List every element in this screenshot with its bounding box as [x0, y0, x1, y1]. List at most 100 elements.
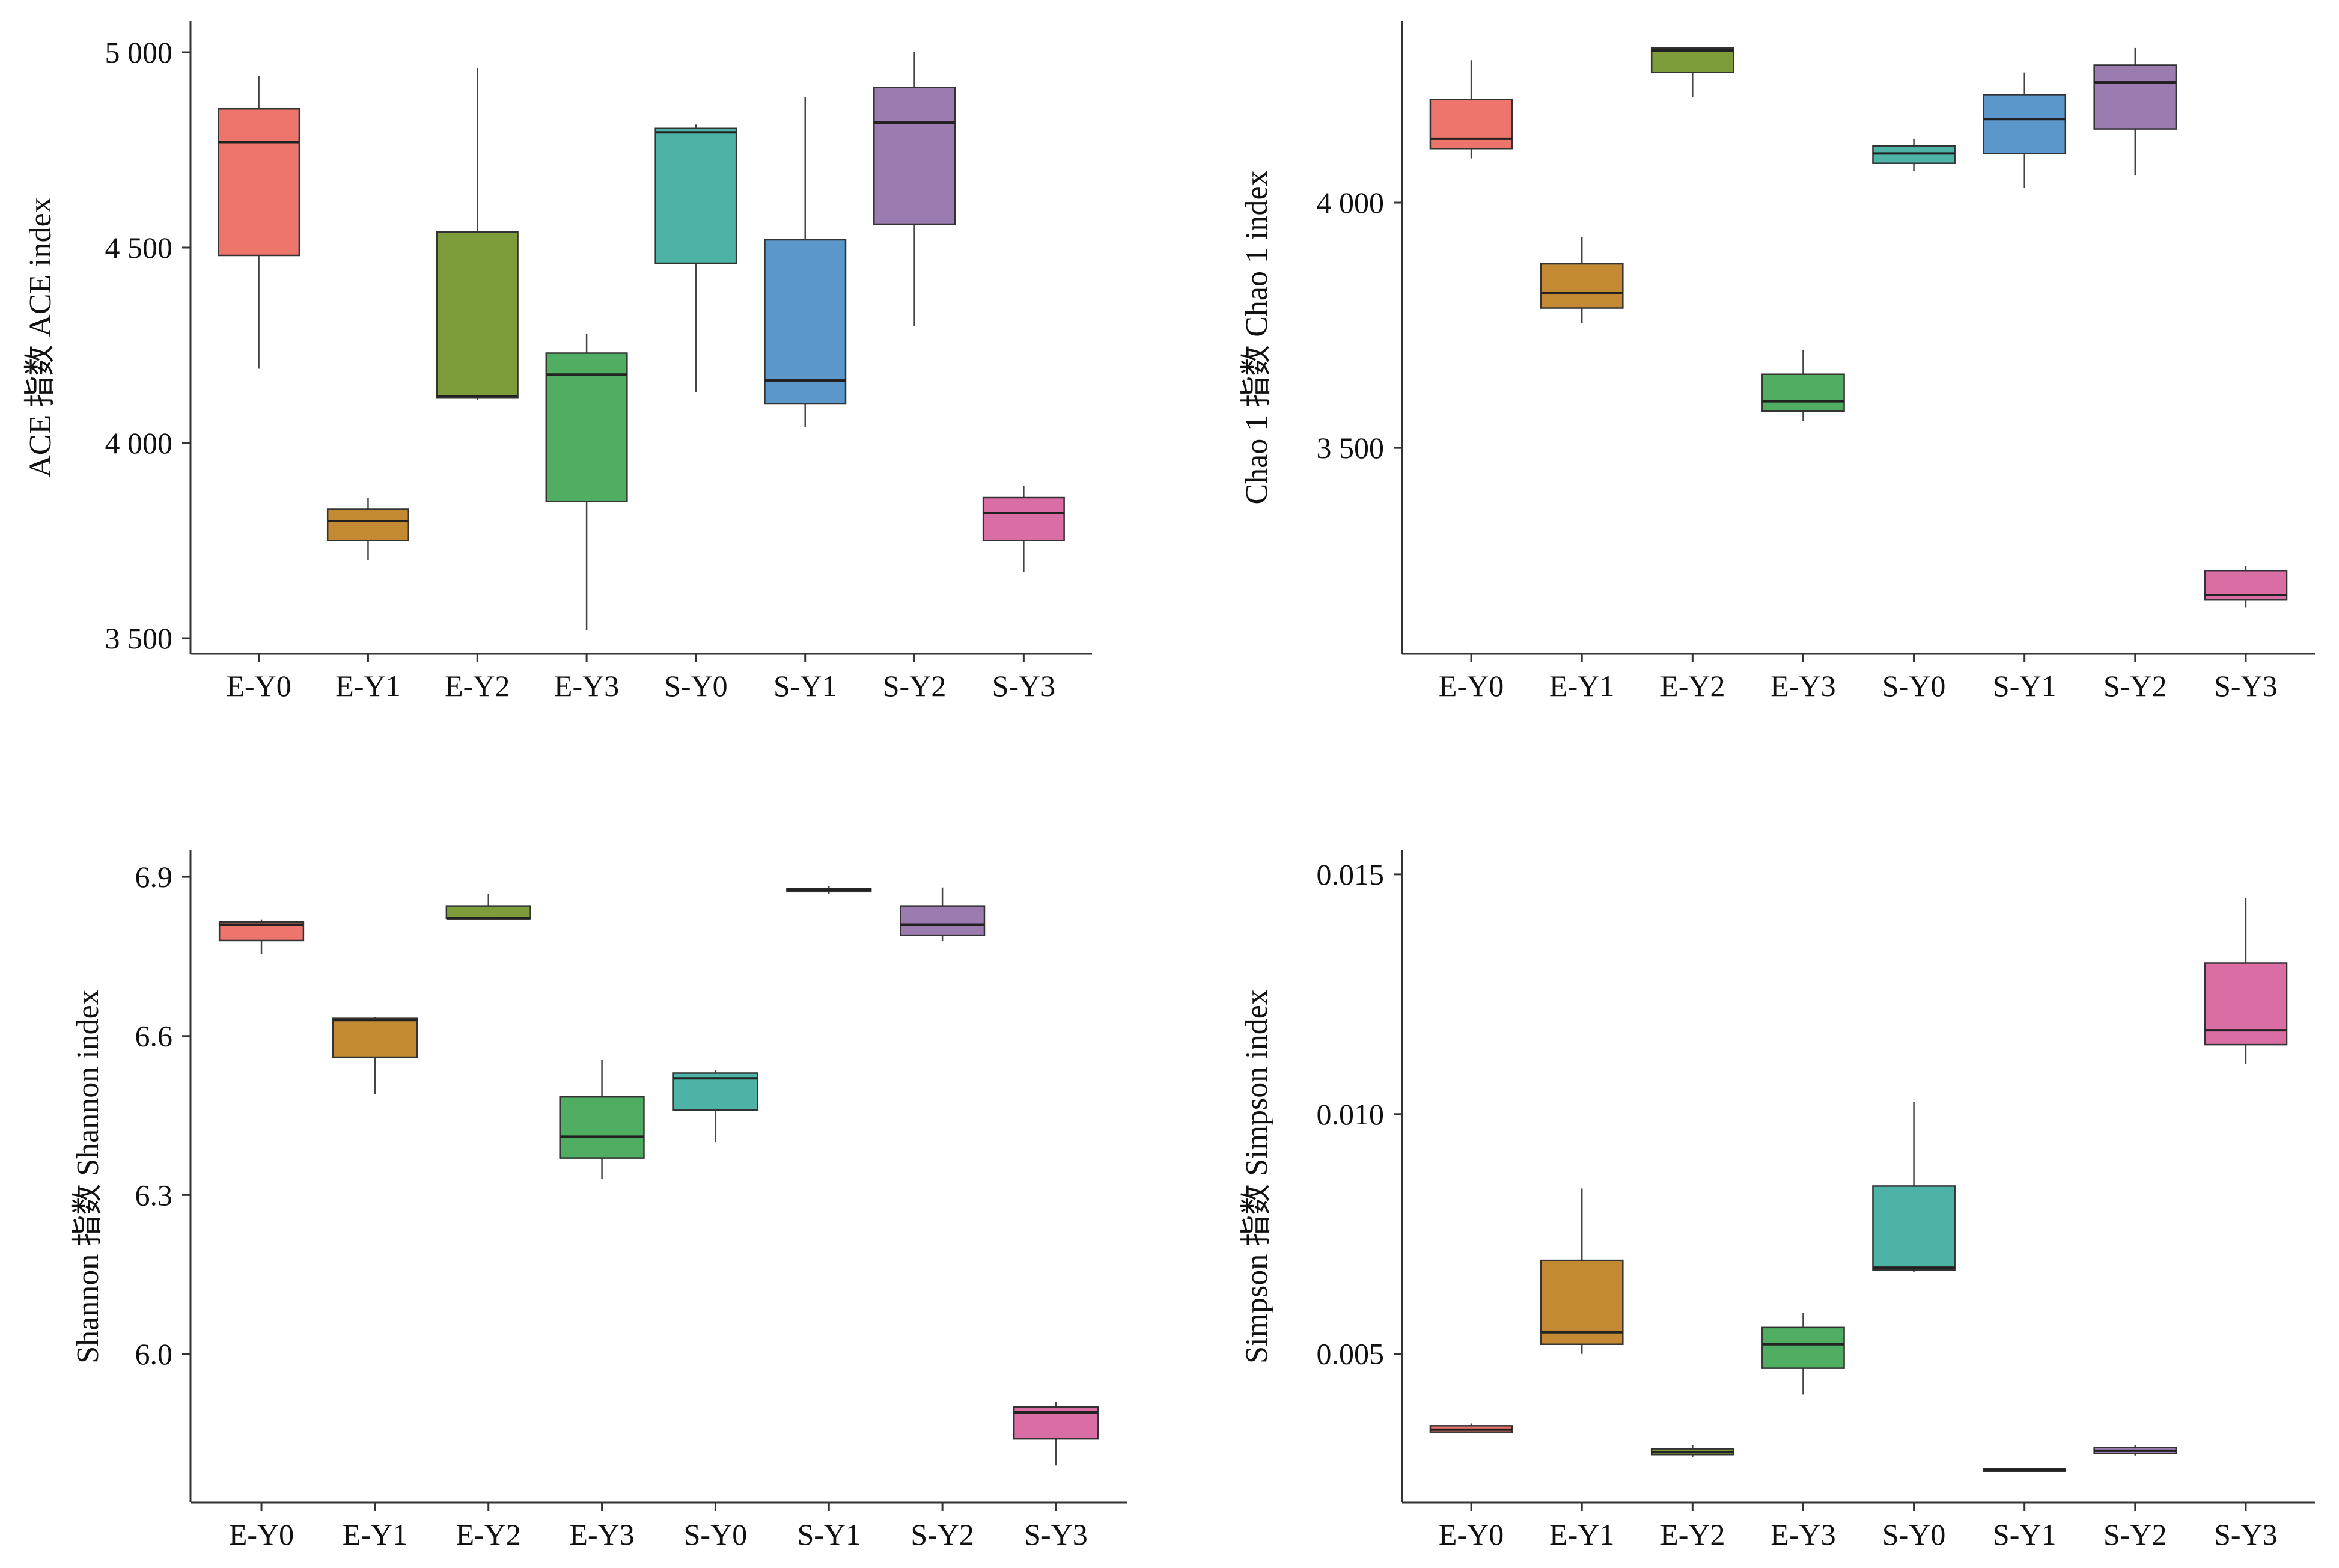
iqr-box — [1429, 99, 1513, 150]
box-s-y2: S-Y2 — [2093, 1445, 2177, 1551]
iqr-box — [1872, 1185, 1956, 1271]
box-e-y0: E-Y0 — [218, 919, 305, 1551]
x-tick-label: S-Y3 — [2214, 1518, 2278, 1551]
iqr-box — [545, 352, 628, 502]
x-tick-label: S-Y3 — [2214, 669, 2278, 703]
x-tick-label: S-Y2 — [910, 1518, 974, 1551]
x-tick-label: E-Y0 — [1439, 1518, 1504, 1551]
y-tick-label: 0.015 — [1317, 858, 1385, 891]
x-tick-label: E-Y3 — [569, 1518, 634, 1551]
x-tick-label: E-Y2 — [1660, 669, 1725, 703]
x-tick-label: S-Y1 — [1993, 669, 2057, 703]
y-axis-title: Chao 1 指数 Chao 1 index — [1240, 170, 1274, 504]
chart-panel-1: 3 500 4 000 4 500 5 000 ACE 指数 ACE index E-Y0… — [23, 21, 1092, 703]
iqr-box — [1540, 1259, 1624, 1345]
x-tick-label: E-Y1 — [1549, 669, 1614, 703]
box-s-y3: S-Y3 — [982, 486, 1065, 703]
y-tick-label: 5 000 — [105, 35, 173, 69]
x-tick-label: E-Y2 — [1660, 1518, 1725, 1551]
iqr-box — [654, 127, 737, 264]
x-tick-label: S-Y2 — [2103, 669, 2167, 703]
box-s-y3: S-Y3 — [2204, 566, 2288, 703]
x-tick-label: E-Y2 — [445, 669, 510, 703]
chart-panel-4: 0.005 0.010 0.015 Simpson 指数 Simpson index E… — [1240, 850, 2315, 1551]
y-axis-title: ACE 指数 ACE index — [23, 197, 58, 478]
box-e-y3: E-Y3 — [545, 334, 628, 703]
y-tick-label: 3 500 — [1317, 431, 1385, 465]
box-s-y2: S-Y2 — [2093, 47, 2177, 703]
iqr-box — [1761, 1326, 1845, 1369]
iqr-box — [2204, 962, 2288, 1046]
box-e-y0: E-Y0 — [218, 76, 300, 703]
x-tick-label: E-Y0 — [226, 669, 291, 703]
iqr-box — [982, 496, 1065, 541]
box-e-y1: E-Y1 — [332, 1017, 418, 1551]
y-tick-label: 6.9 — [135, 860, 173, 894]
y-axis-title: Simpson 指数 Simpson index — [1240, 989, 1274, 1364]
x-tick-label: E-Y3 — [554, 669, 619, 703]
iqr-box — [445, 905, 531, 920]
iqr-box — [1540, 263, 1624, 309]
box-e-y1: E-Y1 — [1540, 237, 1624, 703]
y-tick-label: 6.3 — [135, 1178, 173, 1212]
box-s-y0: S-Y0 — [672, 1070, 758, 1551]
box-s-y0: S-Y0 — [1872, 138, 1956, 703]
iqr-box — [2093, 64, 2177, 130]
x-tick-label: S-Y3 — [1024, 1518, 1088, 1551]
box-e-y3: E-Y3 — [1761, 1313, 1845, 1551]
iqr-box — [218, 108, 300, 257]
iqr-box — [1872, 145, 1956, 164]
y-axis-title: Shannon 指数 Shannon index — [71, 989, 105, 1364]
box-e-y1: E-Y1 — [326, 498, 409, 703]
x-tick-label: E-Y0 — [1439, 669, 1504, 703]
y-tick-label: 4 500 — [105, 231, 173, 264]
x-tick-label: S-Y0 — [684, 1518, 748, 1551]
y-tick-label: 3 500 — [105, 621, 173, 655]
iqr-box — [332, 1017, 418, 1058]
box-s-y0: S-Y0 — [1872, 1102, 1956, 1551]
x-tick-label: S-Y1 — [773, 669, 837, 703]
iqr-box — [899, 905, 986, 936]
y-tick-label: 6.6 — [135, 1019, 173, 1053]
box-s-y1: S-Y1 — [1983, 72, 2067, 703]
iqr-box — [764, 239, 847, 405]
box-e-y3: E-Y3 — [1761, 349, 1845, 703]
y-tick-label: 4 000 — [1317, 186, 1385, 219]
box-s-y3: S-Y3 — [2204, 898, 2288, 1551]
x-tick-label: S-Y0 — [1882, 669, 1946, 703]
x-tick-label: E-Y1 — [1549, 1518, 1614, 1551]
box-e-y2: E-Y2 — [1650, 47, 1734, 703]
x-tick-label: E-Y1 — [343, 1518, 407, 1551]
x-tick-label: S-Y1 — [1993, 1518, 2057, 1551]
iqr-box — [559, 1096, 645, 1159]
iqr-box — [1650, 47, 1734, 73]
box-s-y3: S-Y3 — [1013, 1402, 1099, 1551]
x-tick-label: S-Y2 — [883, 669, 947, 703]
x-tick-label: S-Y0 — [1882, 1518, 1946, 1551]
x-tick-label: E-Y0 — [229, 1518, 294, 1551]
iqr-box — [1761, 373, 1845, 412]
box-e-y0: E-Y0 — [1429, 1423, 1513, 1551]
box-s-y2: S-Y2 — [873, 52, 956, 703]
box-e-y1: E-Y1 — [1540, 1188, 1624, 1551]
y-tick-label: 0.005 — [1317, 1337, 1385, 1371]
box-e-y0: E-Y0 — [1429, 60, 1513, 703]
x-tick-label: S-Y0 — [664, 669, 728, 703]
x-tick-label: E-Y3 — [1770, 1518, 1835, 1551]
box-e-y2: E-Y2 — [1650, 1445, 1734, 1551]
x-tick-label: E-Y2 — [456, 1518, 521, 1551]
box-s-y0: S-Y0 — [654, 124, 737, 703]
y-tick-label: 0.010 — [1317, 1097, 1385, 1131]
x-tick-label: S-Y1 — [797, 1518, 861, 1551]
box-s-y1: S-Y1 — [1983, 1468, 2067, 1551]
box-e-y3: E-Y3 — [559, 1060, 645, 1551]
y-tick-label: 4 000 — [105, 426, 173, 460]
box-s-y1: S-Y1 — [786, 886, 872, 1551]
iqr-box — [873, 87, 956, 225]
chart-panel-3: 6.0 6.3 6.6 6.9 Shannon 指数 Shannon index E-Y0… — [71, 850, 1127, 1551]
box-s-y1: S-Y1 — [764, 97, 847, 703]
iqr-box — [1983, 94, 2067, 154]
x-tick-label: E-Y1 — [335, 669, 400, 703]
box-s-y2: S-Y2 — [899, 887, 986, 1551]
